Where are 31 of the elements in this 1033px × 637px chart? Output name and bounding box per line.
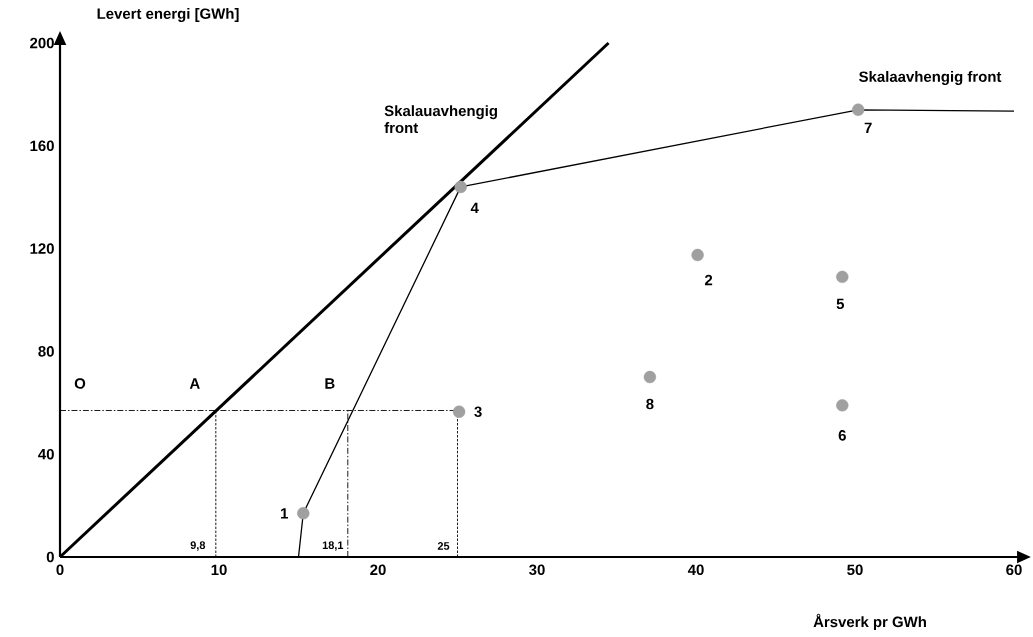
annotation: 18,1: [322, 541, 344, 551]
x-axis-title: Årsverk pr GWh: [813, 613, 926, 631]
x-tick-label: 30: [529, 564, 545, 576]
annotation: B: [325, 378, 335, 389]
x-tick-label: 50: [847, 564, 863, 576]
annotation: 5: [836, 298, 845, 310]
annotation: Skalaavhengig front: [859, 70, 1002, 85]
annotation: 3: [474, 406, 482, 418]
annotation: 25: [437, 542, 450, 550]
y-tick-label: 0: [46, 551, 54, 563]
annotation: O: [74, 378, 86, 389]
x-tick-label: 0: [56, 564, 64, 576]
annotation: 6: [838, 430, 846, 441]
y-tick-label: 80: [38, 346, 54, 357]
y-tick-label: 120: [30, 243, 54, 254]
x-tick-label: 10: [211, 564, 227, 576]
annotation: 8: [646, 398, 654, 410]
annotation: A: [189, 378, 200, 389]
annotation: 9,8: [190, 541, 206, 551]
y-tick-label: 200: [30, 37, 54, 49]
annotation: Skalauavhengig front: [384, 105, 497, 134]
y-tick-label: 160: [30, 140, 54, 152]
annotation: 1: [281, 508, 289, 519]
annotation: 7: [864, 122, 872, 133]
x-tick-label: 40: [687, 564, 704, 576]
x-tick-label: 60: [1006, 564, 1022, 576]
x-tick-label: 20: [370, 564, 386, 576]
annotation: 4: [470, 202, 479, 214]
y-tick-label: 40: [38, 448, 54, 460]
y-axis-title: Levert energi [GWh]: [97, 7, 239, 22]
annotation: 2: [704, 274, 713, 286]
